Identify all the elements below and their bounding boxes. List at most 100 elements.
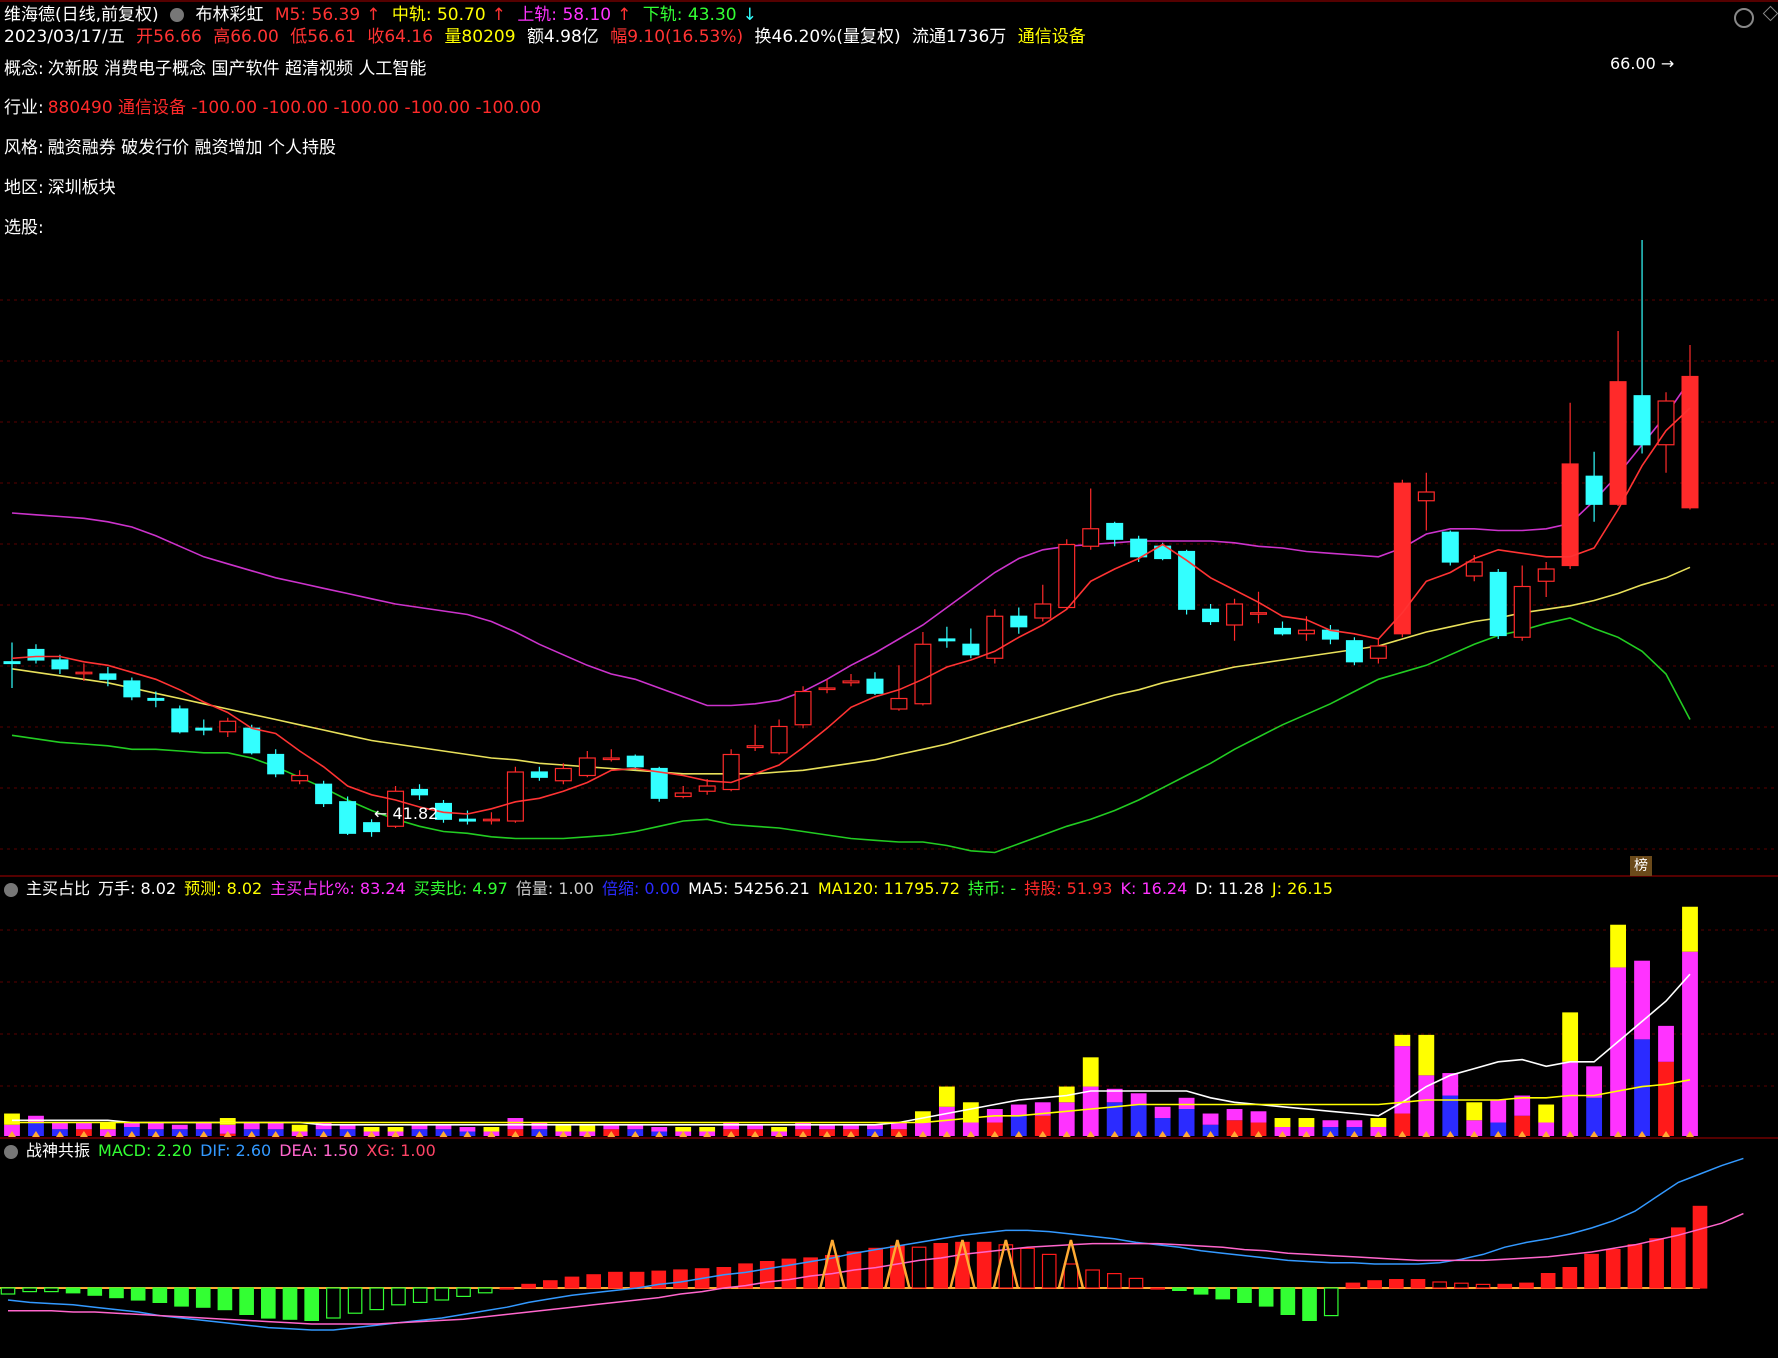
volume-bar-mid [76,1122,92,1130]
candle-body [842,680,860,684]
macd-bar [521,1283,536,1289]
volume-marker [1422,1131,1431,1137]
volume-marker [223,1131,232,1137]
candle-body [243,727,261,754]
indicator-name[interactable]: 布林彩虹 [195,5,264,25]
macd-bar [1649,1238,1664,1289]
volume-bar-top [4,1113,20,1125]
volume: 量80209 [444,27,516,47]
volume-bar-mid [1202,1113,1219,1125]
macd-bar [1085,1269,1100,1289]
volume-bar-top [1610,924,1626,968]
volume-bar-top [699,1127,716,1132]
volume-bar-mid [795,1122,811,1130]
macd-bar [673,1269,688,1289]
volume-bar-mid [1442,1073,1459,1096]
panel-title[interactable]: 战神共振 [26,1141,91,1160]
stock-title[interactable]: 维海德(日线,前复权) [4,5,159,25]
volume-bar-base [1250,1122,1267,1136]
volume-bar-mid [915,1122,931,1136]
info-row-text[interactable]: 次新股 消费电子概念 国产软件 超清视频 人工智能 [47,59,427,79]
volume-bar-top [1082,1057,1099,1087]
indicator-value: 预测: 8.02 [184,879,263,898]
candle-body [1441,531,1459,563]
amplitude: 幅9.10(16.53%) [610,27,744,47]
candle-body [1489,571,1507,637]
candle-body [1633,395,1651,446]
indicator-value: K: 16.24 [1120,879,1188,898]
volume-marker [247,1131,256,1137]
macd-bar [44,1287,59,1293]
volume-bar-mid [1082,1086,1099,1136]
volume-marker [1518,1131,1527,1137]
candle-body [746,745,764,749]
volume-bar-mid [1106,1088,1123,1103]
info-row-label: 地区: [4,178,44,198]
volume-bar-mid [1322,1120,1339,1128]
volume-bar-mid [267,1122,284,1130]
macd-bar [195,1287,211,1308]
macd-bar [976,1241,992,1289]
volume-bar-mid [315,1122,332,1130]
volume-marker [439,1131,448,1137]
macd-bar [1540,1272,1556,1289]
macd-bar [1215,1287,1231,1300]
xg-signal [992,1239,1020,1289]
volume-bar-top [483,1127,500,1132]
volume-bar-base [28,1122,44,1136]
candle-body [195,727,213,731]
panel-toggle-icon[interactable] [4,1144,18,1159]
volume-bar-mid [747,1124,764,1130]
candle-body [602,757,620,761]
macd-bar [1302,1287,1317,1322]
macd-bar [87,1287,103,1296]
info-row-text[interactable]: 深圳板块 [47,178,116,198]
candle-body [1369,645,1387,659]
candle-body [986,615,1004,659]
volume-marker [1110,1131,1119,1137]
macd-bar [434,1287,450,1301]
volume-marker [894,1131,903,1137]
indicator-value: 倍量: 1.00 [515,879,594,898]
low-price: 低56.61 [290,27,356,47]
macd-bar [1041,1253,1057,1289]
volume-marker [751,1131,760,1137]
volume-bar-mid [627,1124,644,1130]
info-row-text[interactable]: 融资融券 破发行价 融资增加 个人持股 [47,138,336,158]
volume-marker [295,1131,304,1137]
macd-bar [1063,1263,1079,1289]
macd-bar [1605,1248,1621,1289]
xg-signal [1057,1239,1085,1289]
macd-bar [152,1287,168,1303]
volume-bar-mid [459,1127,476,1132]
rank-badge[interactable]: 榜 [1630,856,1652,876]
volume-marker [1446,1131,1455,1137]
volume-marker [559,1131,568,1137]
macd-bar [260,1287,276,1319]
volume-marker [391,1131,400,1137]
macd-bar [109,1287,124,1299]
volume-bar-mid [52,1122,68,1130]
volume-ma120-line [12,1079,1691,1124]
panel-title[interactable]: 主买占比 [26,879,91,898]
panel-toggle-icon[interactable] [4,882,18,897]
close-icon[interactable] [1734,8,1754,28]
macd-bar [1584,1253,1599,1289]
info-row-text[interactable]: 880490 通信设备 -100.00 -100.00 -100.00 -100… [47,98,542,118]
candle-body [698,785,716,792]
candle-body [3,661,21,665]
info-row: 选股: [4,217,52,239]
macd-bar [1410,1278,1426,1289]
industry-tag[interactable]: 通信设备 [1017,27,1086,47]
info-row-label: 行业: [4,98,44,118]
indicator-toggle-icon[interactable] [170,8,185,22]
indicator-value: D: 11.28 [1195,879,1264,898]
mid-value: 中轨: 50.70 [391,5,486,25]
volume-bar-top [675,1127,692,1132]
volume-marker [1494,1131,1503,1137]
macd-bar [1193,1287,1209,1295]
volume-marker [942,1131,951,1137]
volume-bar-mid [819,1124,835,1130]
volume-bar-top [219,1118,236,1125]
candle-body [387,790,405,827]
